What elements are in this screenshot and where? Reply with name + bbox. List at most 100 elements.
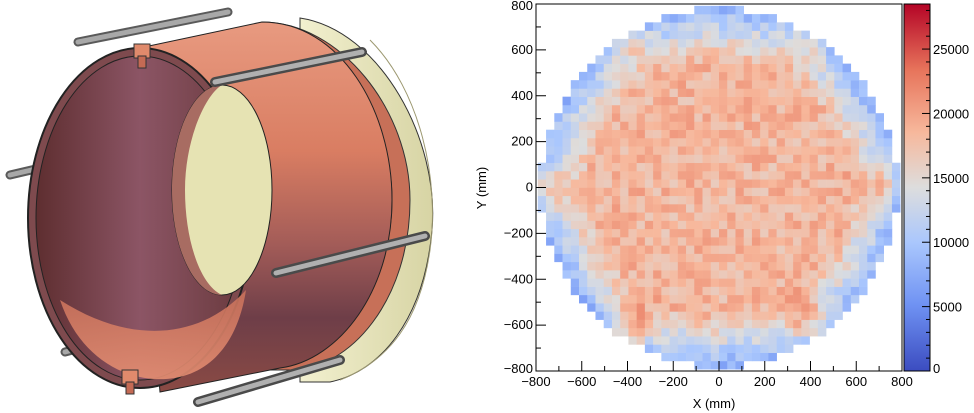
heatmap-cell (809, 253, 819, 263)
heatmap-cell (677, 137, 687, 147)
heatmap-cell (743, 121, 753, 130)
heatmap-cell (628, 303, 637, 312)
heatmap-cell (570, 146, 580, 155)
heatmap-cell (867, 179, 876, 188)
colorbar-tick-label: 0 (933, 361, 940, 376)
heatmap-cell (644, 253, 654, 263)
support-rod-top-left (73, 7, 233, 47)
heatmap-cell (859, 80, 868, 89)
heatmap-cell (694, 80, 703, 89)
heatmap-cell (891, 162, 901, 172)
heatmap-cell (727, 319, 736, 329)
heatmap-cell (776, 162, 786, 172)
heatmap-cell (735, 5, 745, 15)
heatmap-cell (702, 319, 712, 329)
heatmap-cell (554, 195, 563, 205)
heatmap-cell (603, 261, 613, 271)
heatmap-cell (867, 137, 876, 147)
heatmap-cell (834, 179, 843, 188)
heatmap-cell (620, 121, 629, 130)
heatmap-cell (661, 270, 670, 279)
heatmap-cell (587, 270, 596, 279)
heatmap-cell (677, 245, 687, 254)
heatmap-cell (702, 137, 712, 147)
heatmap-cell (694, 5, 703, 15)
heatmap-cell (603, 311, 613, 320)
heatmap-cell (801, 195, 810, 205)
heatmap-cell (636, 303, 646, 312)
heatmap-cell (686, 96, 695, 106)
heatmap-cell (768, 137, 777, 147)
x-tick-label: −600 (567, 374, 596, 389)
heatmap-cell (842, 121, 852, 130)
heatmap-cell (653, 220, 662, 230)
heatmap-cell (719, 5, 728, 15)
heatmap-cell (579, 270, 588, 279)
heatmap-cell (776, 311, 786, 320)
heatmap-cell (603, 162, 613, 172)
heatmap-cell (702, 80, 712, 89)
heatmap-cell (669, 96, 679, 106)
heatmap-cell (686, 220, 695, 230)
heatmap-cell (603, 286, 613, 296)
heatmap-cell (661, 30, 670, 40)
heatmap-cell (628, 245, 637, 254)
heatmap-cell (834, 129, 843, 139)
heatmap-cell (719, 261, 728, 271)
heatmap-cell (883, 204, 893, 213)
heatmap-cell (628, 63, 637, 73)
heatmap-cell (727, 88, 736, 97)
heatmap-cell (768, 327, 777, 337)
heatmap-cell (875, 154, 884, 164)
heatmap-cell (735, 253, 745, 263)
heatmap-cell (735, 187, 745, 197)
heatmap-cell (793, 237, 802, 246)
heatmap-cell (694, 146, 703, 155)
x-tick-label: 400 (800, 374, 822, 389)
heatmap-cell (735, 303, 745, 312)
heatmap-cell (768, 212, 777, 221)
heatmap-cell (809, 55, 819, 64)
heatmap-cell (579, 187, 588, 197)
heatmap-cell (784, 195, 794, 205)
heatmap-cell (677, 294, 687, 304)
heatmap-cell (546, 237, 555, 246)
heatmap-cell (867, 146, 876, 155)
heatmap-cell (867, 237, 876, 246)
heatmap-cell (793, 113, 802, 122)
heatmap-cell (587, 104, 596, 114)
heatmap-cell (760, 47, 769, 56)
heatmap-cell (727, 220, 736, 230)
heatmap-cell (644, 286, 654, 296)
heatmap-cell (793, 80, 802, 89)
heatmap-cell (875, 113, 884, 122)
x-tick-label: 0 (715, 374, 722, 389)
heatmap-cell (694, 270, 703, 279)
heatmap-cell (727, 286, 736, 296)
heatmap-cell (694, 278, 703, 287)
heatmap-cell (620, 220, 629, 230)
heatmap-cell (751, 344, 761, 353)
heatmap-cell (603, 303, 613, 312)
heatmap-cell (694, 228, 703, 238)
heatmap-cell (719, 71, 728, 81)
heatmap-cell (710, 170, 720, 180)
heatmap-cell (735, 212, 745, 221)
heatmap-cell (620, 253, 629, 263)
heatmap-cell (776, 228, 786, 238)
heatmap-cell (817, 179, 827, 188)
heatmap-cell (817, 154, 827, 164)
heatmap-cell (587, 162, 596, 172)
heatmap-cell (669, 204, 679, 213)
heatmap-cell (826, 303, 835, 312)
heatmap-cell (760, 195, 769, 205)
heatmap-cell (776, 336, 786, 345)
heatmap-cell (603, 104, 613, 114)
heatmap-cell (620, 327, 629, 337)
heatmap-cell (620, 88, 629, 97)
heatmap-cell (891, 195, 901, 205)
heatmap-cell (710, 88, 720, 97)
heatmap-cell (859, 170, 868, 180)
heatmap-cell (603, 179, 613, 188)
heatmap-cell (644, 22, 654, 31)
